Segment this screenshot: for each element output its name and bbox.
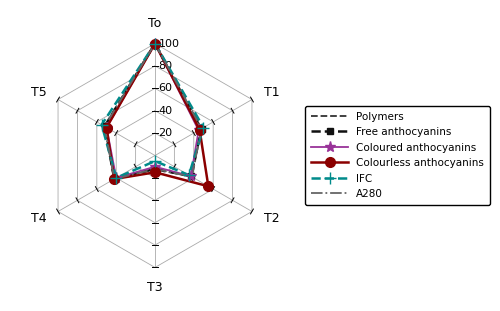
Text: T1: T1	[264, 86, 279, 99]
Text: 60: 60	[158, 83, 172, 93]
Legend: Polymers, Free anthocyanins, Coloured anthocyanins, Colourless anthocyanins, IFC: Polymers, Free anthocyanins, Coloured an…	[305, 105, 490, 206]
Text: T2: T2	[264, 212, 279, 225]
Text: 20: 20	[158, 128, 172, 138]
Text: T4: T4	[31, 212, 46, 225]
Text: 100: 100	[158, 39, 180, 49]
Text: T5: T5	[30, 86, 46, 99]
Text: 80: 80	[158, 61, 172, 71]
Text: T3: T3	[147, 281, 163, 294]
Text: 40: 40	[158, 106, 172, 116]
Text: To: To	[148, 17, 162, 30]
